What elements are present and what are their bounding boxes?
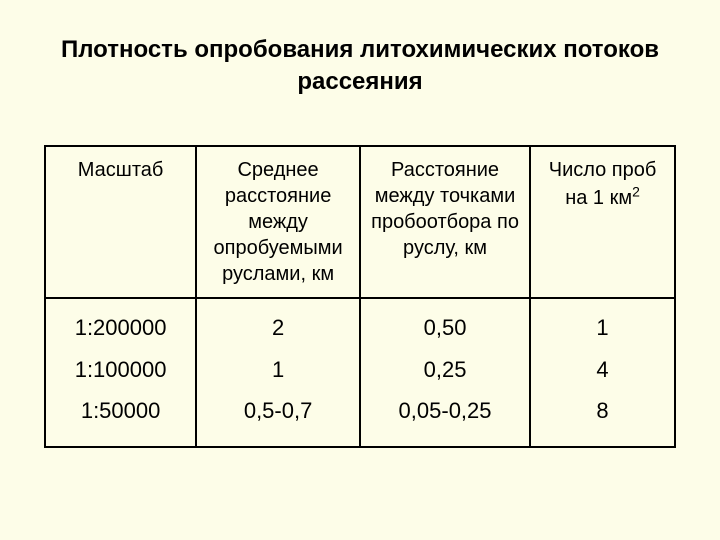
cell-samples: 1 4 8 (530, 298, 675, 447)
cell-line: 0,50 (367, 307, 523, 349)
cell-line: 0,05-0,25 (367, 390, 523, 432)
cell-line: 4 (537, 349, 668, 391)
cell-line: 1 (203, 349, 353, 391)
cell-scale: 1:200000 1:100000 1:50000 (45, 298, 196, 447)
cell-pt-dist: 0,50 0,25 0,05-0,25 (360, 298, 530, 447)
cell-line: 1:50000 (52, 390, 189, 432)
cell-line: 1:200000 (52, 307, 189, 349)
cell-line: 8 (537, 390, 668, 432)
cell-line: 1 (537, 307, 668, 349)
cell-line: 2 (203, 307, 353, 349)
col-header-pt-dist: Расстояние между точками пробоотбора по … (360, 146, 530, 298)
col-header-scale: Масштаб (45, 146, 196, 298)
cell-line: 1:100000 (52, 349, 189, 391)
cell-line: 0,25 (367, 349, 523, 391)
cell-avg-dist: 2 1 0,5-0,7 (196, 298, 360, 447)
slide-title: Плотность опробования литохимических пот… (44, 34, 676, 99)
col-header-samples: Число проб на 1 км2 (530, 146, 675, 298)
table-header-row: Масштаб Среднее расстояние между опробуе… (45, 146, 675, 298)
slide: Плотность опробования литохимических пот… (0, 0, 720, 540)
col-header-samples-text: Число проб на 1 км2 (549, 159, 657, 210)
table-row: 1:200000 1:100000 1:50000 2 1 0,5-0,7 0,… (45, 298, 675, 447)
density-table: Масштаб Среднее расстояние между опробуе… (44, 145, 676, 448)
col-header-avg-dist: Среднее расстояние между опробуемыми рус… (196, 146, 360, 298)
cell-line: 0,5-0,7 (203, 390, 353, 432)
